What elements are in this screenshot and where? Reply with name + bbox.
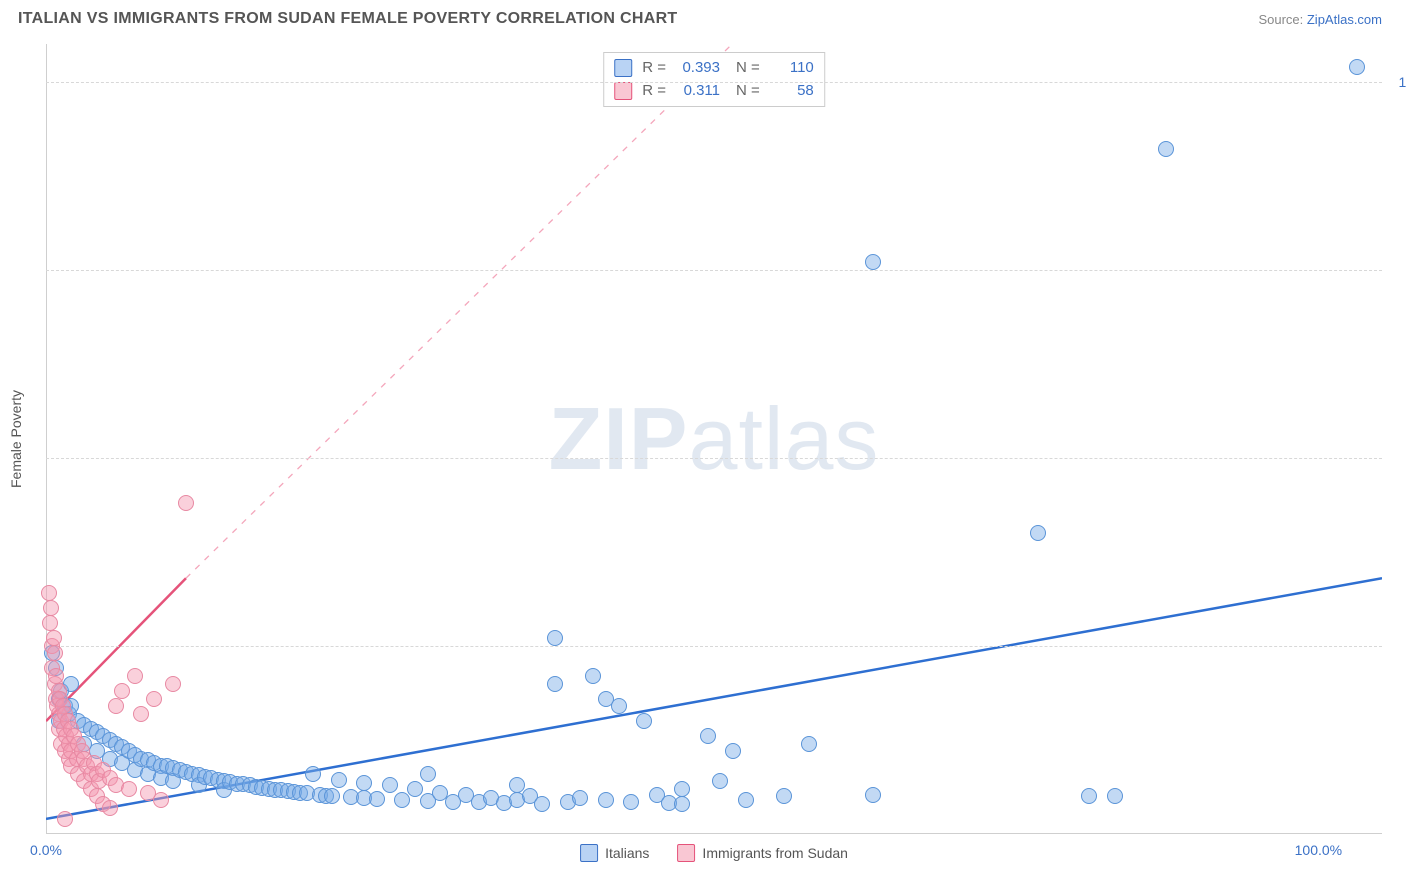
data-point-italians [420, 766, 436, 782]
data-point-italians [738, 792, 754, 808]
watermark-part1: ZIP [549, 389, 689, 488]
data-point-italians [331, 772, 347, 788]
data-point-italians [1349, 59, 1365, 75]
n-label: N = [736, 80, 760, 103]
data-point-italians [865, 787, 881, 803]
stats-legend-row: R = 0.393 N = 110 [614, 57, 814, 80]
x-axis [46, 833, 1382, 834]
y-axis-label: Female Poverty [8, 390, 24, 488]
data-point-italians [1158, 141, 1174, 157]
data-point-immigrants_sudan [48, 668, 64, 684]
data-point-italians [636, 713, 652, 729]
data-point-immigrants_sudan [108, 698, 124, 714]
scatter-chart: Female Poverty ZIPatlas R =0.393N =110R … [46, 44, 1382, 834]
data-point-immigrants_sudan [41, 585, 57, 601]
data-point-immigrants_sudan [46, 630, 62, 646]
legend-swatch [614, 59, 632, 77]
data-point-italians [382, 777, 398, 793]
watermark-part2: atlas [689, 389, 880, 488]
data-point-italians [547, 630, 563, 646]
data-point-italians [369, 791, 385, 807]
legend-label: Italians [605, 845, 649, 861]
y-tick-label: 100.0% [1399, 74, 1406, 90]
stats-legend: R = 0.393 N = 110 R = 0.311 N = 58 [603, 52, 825, 107]
data-point-italians [1081, 788, 1097, 804]
data-point-immigrants_sudan [102, 800, 118, 816]
data-point-italians [407, 781, 423, 797]
chart-title: ITALIAN VS IMMIGRANTS FROM SUDAN FEMALE … [18, 10, 678, 28]
watermark: ZIPatlas [549, 388, 880, 490]
n-value: 58 [766, 80, 814, 103]
data-point-immigrants_sudan [42, 615, 58, 631]
legend-swatch [614, 82, 632, 100]
data-point-italians [674, 781, 690, 797]
data-point-italians [623, 794, 639, 810]
data-point-immigrants_sudan [47, 645, 63, 661]
series-legend: Italians Immigrants from Sudan [580, 844, 848, 862]
gridline [46, 270, 1382, 271]
legend-item: Immigrants from Sudan [677, 844, 848, 862]
data-point-italians [356, 775, 372, 791]
source-prefix: Source: [1258, 12, 1306, 27]
data-point-immigrants_sudan [153, 792, 169, 808]
trend-lines [46, 44, 1382, 834]
y-axis [46, 44, 47, 834]
data-point-italians [305, 766, 321, 782]
legend-swatch [580, 844, 598, 862]
data-point-italians [572, 790, 588, 806]
gridline [46, 646, 1382, 647]
data-point-italians [725, 743, 741, 759]
data-point-immigrants_sudan [146, 691, 162, 707]
r-label: R = [642, 80, 666, 103]
data-point-italians [1107, 788, 1123, 804]
data-point-immigrants_sudan [57, 811, 73, 827]
gridline [46, 82, 1382, 83]
legend-item: Italians [580, 844, 649, 862]
stats-legend-row: R = 0.311 N = 58 [614, 80, 814, 103]
r-value: 0.393 [672, 57, 720, 80]
data-point-immigrants_sudan [121, 781, 137, 797]
data-point-italians [598, 792, 614, 808]
legend-swatch [677, 844, 695, 862]
data-point-italians [394, 792, 410, 808]
chart-header: ITALIAN VS IMMIGRANTS FROM SUDAN FEMALE … [0, 0, 1406, 34]
plot-area: ZIPatlas R =0.393N =110R =0.311N =58 Ita… [46, 44, 1382, 834]
data-point-italians [776, 788, 792, 804]
source-attribution: Source: ZipAtlas.com [1258, 12, 1382, 27]
legend-label: Immigrants from Sudan [702, 845, 848, 861]
data-point-immigrants_sudan [114, 683, 130, 699]
data-point-italians [674, 796, 690, 812]
data-point-immigrants_sudan [165, 676, 181, 692]
data-point-italians [611, 698, 627, 714]
data-point-italians [700, 728, 716, 744]
data-point-italians [712, 773, 728, 789]
data-point-immigrants_sudan [133, 706, 149, 722]
gridline [46, 458, 1382, 459]
data-point-italians [534, 796, 550, 812]
data-point-italians [1030, 525, 1046, 541]
n-label: N = [736, 57, 760, 80]
x-tick-label: 100.0% [1295, 842, 1342, 858]
data-point-italians [547, 676, 563, 692]
data-point-italians [801, 736, 817, 752]
n-value: 110 [766, 57, 814, 80]
r-label: R = [642, 57, 666, 80]
data-point-italians [324, 788, 340, 804]
data-point-italians [865, 254, 881, 270]
source-link[interactable]: ZipAtlas.com [1307, 12, 1382, 27]
data-point-italians [585, 668, 601, 684]
r-value: 0.311 [672, 80, 720, 103]
data-point-immigrants_sudan [127, 668, 143, 684]
x-tick-label: 0.0% [30, 842, 62, 858]
data-point-immigrants_sudan [178, 495, 194, 511]
data-point-immigrants_sudan [43, 600, 59, 616]
